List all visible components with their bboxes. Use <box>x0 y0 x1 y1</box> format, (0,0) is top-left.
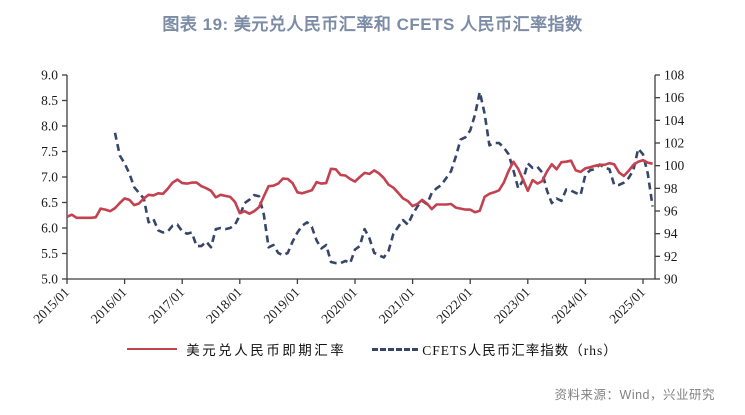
svg-text:5.0: 5.0 <box>41 272 58 287</box>
svg-text:2019/01: 2019/01 <box>261 285 303 327</box>
svg-text:2021/01: 2021/01 <box>376 285 418 327</box>
svg-text:2024/01: 2024/01 <box>549 285 591 327</box>
svg-text:7.5: 7.5 <box>41 144 58 159</box>
svg-text:2022/01: 2022/01 <box>433 285 475 327</box>
svg-text:96: 96 <box>664 204 678 219</box>
svg-text:98: 98 <box>664 181 678 196</box>
svg-text:2017/01: 2017/01 <box>145 285 187 327</box>
source-note: 资料来源：Wind，兴业研究 <box>554 388 715 402</box>
svg-text:9.0: 9.0 <box>41 68 58 83</box>
svg-text:94: 94 <box>664 226 678 241</box>
legend-item-cfets: CFETS人民币汇率指数（rhs） <box>372 339 618 359</box>
svg-text:92: 92 <box>664 249 678 264</box>
svg-text:2015/01: 2015/01 <box>30 285 72 327</box>
svg-text:2023/01: 2023/01 <box>491 285 533 327</box>
svg-text:100: 100 <box>664 158 685 173</box>
legend-label-usdcny: 美元兑人民币即期汇率 <box>186 343 347 358</box>
svg-text:106: 106 <box>664 90 685 105</box>
dashed-line-swatch-icon <box>372 347 419 351</box>
svg-text:108: 108 <box>664 68 685 83</box>
svg-text:5.5: 5.5 <box>41 246 58 261</box>
svg-text:2016/01: 2016/01 <box>88 285 130 327</box>
svg-text:2018/01: 2018/01 <box>203 285 245 327</box>
page-title: 图表 19: 美元兑人民币汇率和 CFETS 人民币汇率指数 <box>162 15 583 34</box>
svg-text:2025/01: 2025/01 <box>606 285 648 327</box>
svg-text:7.0: 7.0 <box>41 170 58 185</box>
legend-label-cfets: CFETS人民币汇率指数（rhs） <box>422 343 618 358</box>
svg-text:8.0: 8.0 <box>41 119 58 134</box>
legend-item-usdcny: 美元兑人民币即期汇率 <box>127 339 346 359</box>
solid-line-swatch-icon <box>127 348 178 350</box>
svg-text:2020/01: 2020/01 <box>318 285 360 327</box>
svg-text:104: 104 <box>664 113 685 128</box>
chart-legend: 美元兑人民币即期汇率 CFETS人民币汇率指数（rhs） <box>0 339 745 359</box>
svg-text:6.0: 6.0 <box>41 221 58 236</box>
svg-text:90: 90 <box>664 272 678 287</box>
svg-text:102: 102 <box>664 136 684 151</box>
svg-text:8.5: 8.5 <box>41 93 58 108</box>
svg-text:6.5: 6.5 <box>41 195 58 210</box>
